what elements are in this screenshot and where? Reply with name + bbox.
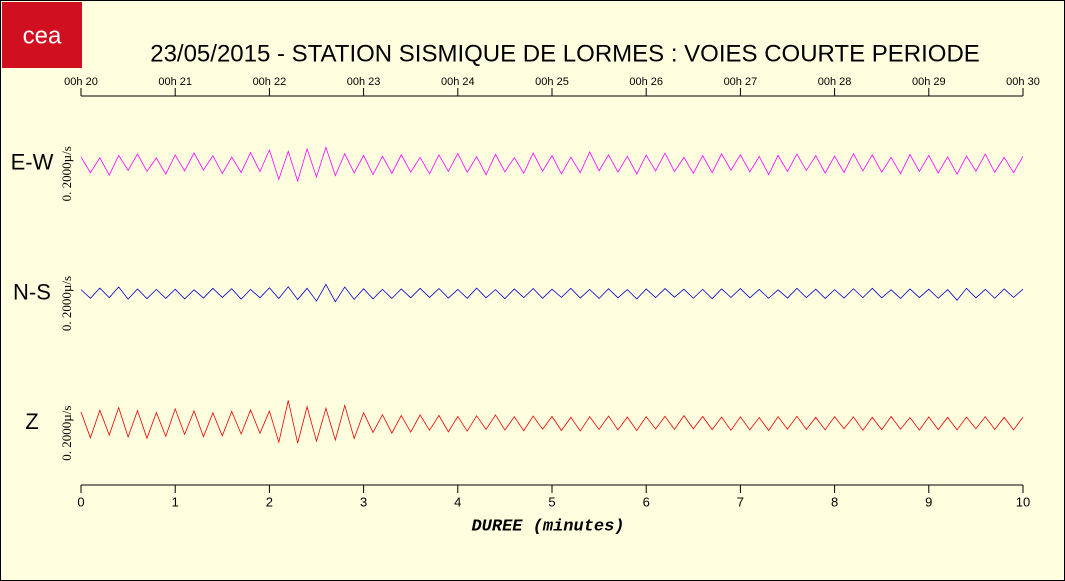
trace bbox=[80, 400, 1024, 444]
top-x-tick-label: 00h 28 bbox=[818, 76, 852, 88]
x-tick-label: 7 bbox=[737, 494, 744, 509]
channel-label: Z bbox=[25, 409, 38, 434]
chart-title: 23/05/2015 - STATION SISMIQUE DE LORMES … bbox=[150, 40, 980, 67]
top-x-tick-label: 00h 25 bbox=[535, 76, 569, 88]
x-tick-label: 6 bbox=[643, 494, 650, 509]
x-tick-label: 10 bbox=[1016, 494, 1030, 509]
logo-box bbox=[2, 2, 82, 68]
x-axis-label: DUREE (minutes) bbox=[471, 517, 624, 536]
scale-label: 0. 2000µ/s bbox=[59, 146, 74, 201]
top-x-tick-label: 00h 29 bbox=[912, 76, 946, 88]
x-tick-label: 0 bbox=[77, 494, 84, 509]
trace bbox=[80, 283, 1024, 303]
top-x-tick-label: 00h 30 bbox=[1006, 76, 1040, 88]
logo: cea bbox=[23, 22, 62, 49]
top-x-tick-label: 00h 22 bbox=[253, 76, 287, 88]
top-x-tick-label: 00h 23 bbox=[347, 76, 381, 88]
x-tick-label: 8 bbox=[831, 494, 838, 509]
top-x-tick-label: 00h 21 bbox=[158, 76, 192, 88]
top-x-tick-label: 00h 20 bbox=[64, 76, 98, 88]
channel-label: E-W bbox=[11, 150, 54, 175]
x-tick-label: 2 bbox=[266, 494, 273, 509]
x-tick-label: 1 bbox=[172, 494, 179, 509]
channel-label: N-S bbox=[13, 279, 51, 304]
x-tick-label: 4 bbox=[454, 494, 461, 509]
x-tick-label: 5 bbox=[548, 494, 555, 509]
x-tick-label: 9 bbox=[925, 494, 932, 509]
top-x-tick-label: 00h 26 bbox=[629, 76, 663, 88]
scale-label: 0. 2000µ/s bbox=[59, 406, 74, 461]
top-x-tick-label: 00h 24 bbox=[441, 76, 475, 88]
scale-label: 0. 2000µ/s bbox=[59, 276, 74, 331]
top-x-tick-label: 00h 27 bbox=[724, 76, 758, 88]
trace bbox=[80, 146, 1024, 183]
x-tick-label: 3 bbox=[360, 494, 367, 509]
